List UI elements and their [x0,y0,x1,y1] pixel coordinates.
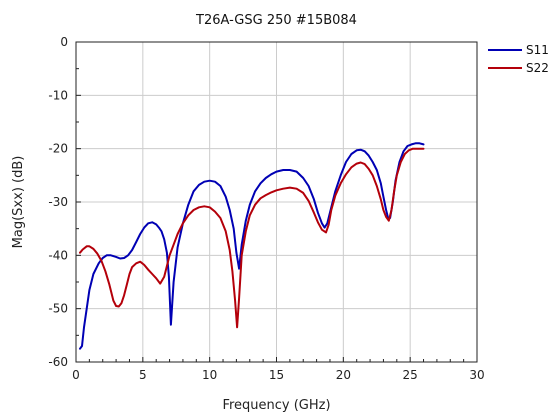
series-layer [79,142,425,350]
chart-title: T26A-GSG 250 #15B084 [195,13,357,28]
y-tick-label: -30 [48,195,68,209]
x-tick-label: 15 [269,368,284,382]
series-line-s11 [79,142,425,350]
axis-ticks: 0 5 10 15 20 25 30 0 -10 -20 -30 -40 -50 -60 [48,35,484,382]
y-tick-label: -20 [48,142,68,156]
y-tick-label: -10 [48,88,68,102]
legend-label-s11: S11 [526,43,549,57]
grid [75,41,478,363]
y-axis-label: Mag(Sxx) (dB) [11,156,26,249]
y-tick-label: -50 [48,302,68,316]
x-tick-label: 10 [202,368,217,382]
y-tick-label: 0 [60,35,68,49]
x-tick-label: 5 [139,368,147,382]
legend-label-s22: S22 [526,61,549,75]
x-axis-label: Frequency (GHz) [222,398,330,413]
x-tick-label: 30 [469,368,484,382]
x-tick-label: 25 [403,368,418,382]
x-tick-label: 0 [72,368,80,382]
x-tick-label: 20 [336,368,351,382]
y-tick-label: -40 [48,248,68,262]
series-line-s22 [79,147,425,329]
y-tick-label: -60 [48,355,68,369]
